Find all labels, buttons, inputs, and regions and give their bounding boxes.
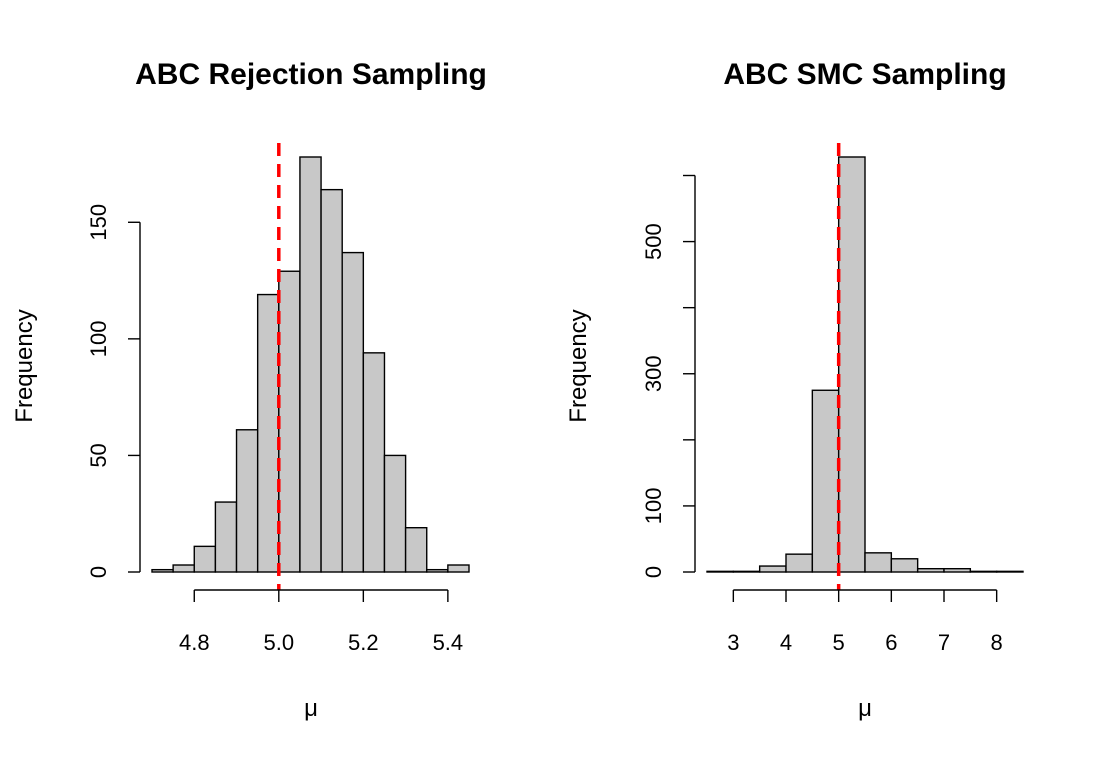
histogram-bar [995,570,1024,573]
x-tick-label: 5 [833,630,845,655]
x-tick-label: 5.2 [348,630,379,655]
histogram-bar [890,558,919,573]
y-tick-label: 0 [641,566,666,578]
y-axis: 0 100 300 500 [641,174,696,578]
chart-title: ABC SMC Sampling [723,58,1006,91]
histogram-bar [151,568,174,573]
histogram-bar [256,293,280,573]
y-tick-label: 150 [86,204,111,241]
histogram-bar [969,570,998,573]
rejection-sampling-panel: ABC Rejection Sampling 0 50 100 150 4.8 5.0 5… [11,58,487,722]
x-tick-label: 4 [780,630,792,655]
x-tick-label: 5.0 [264,630,295,655]
histogram-bar [732,570,761,573]
histogram-bar [837,156,866,573]
chart-title: ABC Rejection Sampling [135,58,487,91]
histogram-bar [447,564,470,573]
histogram-bar [916,567,945,573]
histogram-bar [706,570,735,573]
histogram-bar [362,352,386,573]
x-tick-label: 4.8 [179,630,210,655]
histogram-bar [193,545,217,573]
x-tick-label: 7 [938,630,950,655]
histogram-bar [214,501,238,573]
y-tick-label: 0 [86,566,111,578]
y-tick-label: 100 [641,488,666,525]
y-tick-label: 50 [86,443,111,467]
smc-sampling-panel: ABC SMC Sampling 0 100 300 500 3 4 5 6 7 8 Frequ… [565,58,1024,722]
x-axis-label: μ [304,695,318,722]
histogram-bar [235,429,259,573]
histogram-bar [864,552,893,573]
histogram-bar [404,527,428,573]
x-axis: 3 4 5 6 7 8 [727,589,1003,655]
histogram-bar [341,251,365,573]
x-axis: 4.8 5.0 5.2 5.4 [179,589,464,655]
histogram-bars [706,156,1024,573]
histogram-bar [426,568,449,573]
histogram-bar [299,156,322,573]
histogram-bar [811,389,840,573]
histogram-bar [758,565,787,573]
histogram-bar [383,454,407,573]
y-tick-label: 500 [641,223,666,260]
y-axis: 0 50 100 150 [86,204,141,578]
y-axis-label: Frequency [565,309,592,422]
x-axis-label: μ [858,695,872,722]
x-tick-label: 5.4 [433,630,464,655]
y-tick-label: 300 [641,355,666,392]
histogram-bar [172,564,195,573]
y-axis-label: Frequency [11,309,38,422]
histogram-bars [151,156,470,573]
histogram-bar [785,553,814,573]
histogram-bar [943,567,972,573]
x-tick-label: 6 [885,630,897,655]
x-tick-label: 8 [991,630,1003,655]
y-tick-label: 100 [86,320,111,357]
x-tick-label: 3 [727,630,739,655]
histogram-bar [320,188,343,573]
histogram-bar [278,270,301,573]
